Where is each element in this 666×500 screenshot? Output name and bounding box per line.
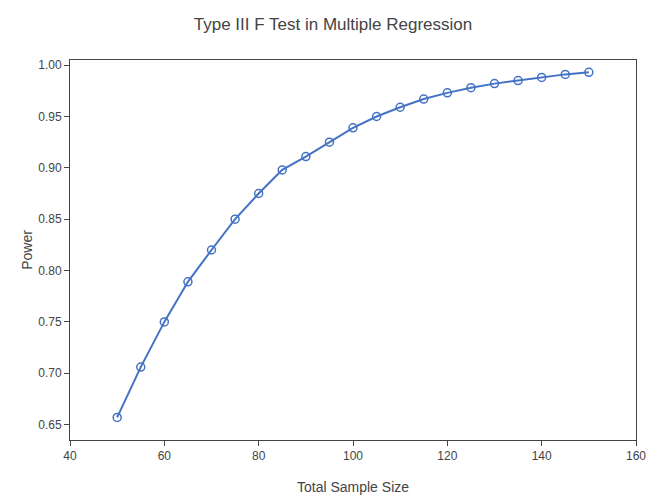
svg-text:0.80: 0.80 [38,264,62,278]
svg-text:0.65: 0.65 [38,418,62,432]
svg-text:80: 80 [252,449,266,463]
svg-text:0.70: 0.70 [38,366,62,380]
svg-text:60: 60 [158,449,172,463]
svg-text:140: 140 [532,449,552,463]
svg-text:0.90: 0.90 [38,161,62,175]
svg-text:Total Sample Size: Total Sample Size [297,479,409,495]
svg-text:40: 40 [63,449,77,463]
svg-text:0.95: 0.95 [38,110,62,124]
svg-text:100: 100 [343,449,363,463]
svg-text:120: 120 [437,449,457,463]
svg-text:0.85: 0.85 [38,212,62,226]
svg-text:Power: Power [19,230,35,270]
svg-text:1.00: 1.00 [38,58,62,72]
svg-text:Type III F Test in Multiple Re: Type III F Test in Multiple Regression [194,15,472,34]
svg-text:160: 160 [626,449,646,463]
svg-text:0.75: 0.75 [38,315,62,329]
